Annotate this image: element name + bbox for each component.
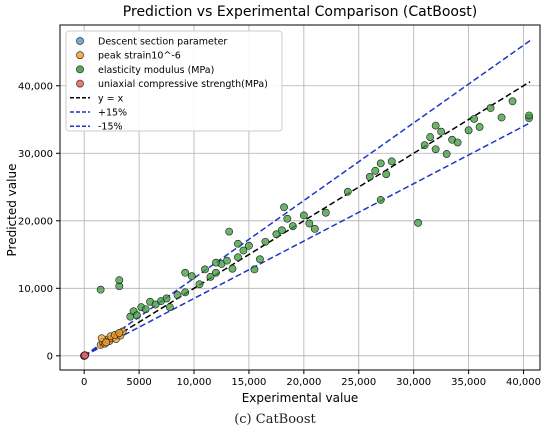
data-point <box>299 211 308 220</box>
reference-line <box>83 81 531 357</box>
data-point <box>115 276 124 285</box>
figure-caption: (c) CatBoost <box>234 412 316 427</box>
data-point <box>321 208 330 217</box>
x-tick-label: 25,000 <box>341 377 376 388</box>
data-point <box>426 133 435 141</box>
y-tick-label: 40,000 <box>18 81 53 92</box>
data-point <box>371 166 380 175</box>
data-point <box>365 173 374 181</box>
legend-label: uniaxial compressive strength(MPa) <box>98 79 268 90</box>
data-point <box>453 138 462 147</box>
grid-layer <box>60 25 540 370</box>
data-point <box>376 195 385 204</box>
data-point <box>234 253 242 262</box>
legend-label: -15% <box>98 122 123 133</box>
data-point <box>525 111 533 120</box>
data-point <box>181 288 190 297</box>
data-point <box>250 265 259 274</box>
data-point <box>272 230 281 239</box>
x-tick-label: 30,000 <box>396 377 431 388</box>
tick-layer: 0 5000 10,000 15,000 20,000 25,000 30,000 35,00… <box>18 81 541 388</box>
data-point <box>508 97 517 106</box>
data-point <box>96 285 105 294</box>
data-point <box>497 113 506 122</box>
x-tick-label: 10,000 <box>177 377 212 388</box>
data-point <box>212 258 220 267</box>
legend-label: peak strain10^-6 <box>98 51 181 62</box>
data-point <box>228 264 237 273</box>
data-point <box>310 224 319 233</box>
x-tick-label: 35,000 <box>451 377 486 388</box>
data-point <box>261 237 270 246</box>
x-axis-label: Experimental value <box>242 391 359 405</box>
legend-label: elasticity modulus (MPa) <box>98 65 214 76</box>
legend-label: +15% <box>98 108 127 119</box>
data-point <box>343 187 352 196</box>
data-point <box>420 141 429 150</box>
data-point <box>187 272 196 281</box>
chart-title: Prediction vs Experimental Comparison (C… <box>123 4 477 20</box>
x-tick-label: 15,000 <box>231 377 266 388</box>
data-point <box>414 218 422 227</box>
x-tick-label: 0 <box>81 377 87 388</box>
y-tick-label: 10,000 <box>18 284 53 295</box>
data-point <box>245 241 253 250</box>
data-point <box>475 123 484 131</box>
data-point <box>80 351 89 360</box>
data-point <box>437 127 446 136</box>
x-tick-label: 20,000 <box>286 377 321 388</box>
data-point <box>288 222 297 231</box>
data-point <box>225 227 234 236</box>
data-point <box>256 255 264 264</box>
data-point <box>195 280 204 289</box>
x-tick-label: 40,000 <box>506 377 541 388</box>
data-point <box>239 246 248 255</box>
y-tick-label: 20,000 <box>18 216 53 227</box>
legend-label: Descent section parameter <box>98 37 227 48</box>
data-point <box>201 265 209 274</box>
legend-label: y = x <box>98 93 124 104</box>
data-point <box>212 268 220 277</box>
data-point <box>162 294 171 303</box>
legend-marker <box>76 51 84 60</box>
data-point <box>280 203 288 212</box>
data-point <box>305 219 314 228</box>
data-point <box>470 114 478 123</box>
data-point <box>234 239 242 248</box>
data-point <box>181 268 190 277</box>
legend-marker <box>76 37 84 45</box>
data-point <box>141 305 150 314</box>
data-point <box>173 291 182 299</box>
data-point <box>115 328 124 337</box>
legend: Descent section parameter peak strain10^-… <box>65 30 283 133</box>
reference-line <box>83 122 531 357</box>
data-point <box>102 338 111 347</box>
legend-marker <box>76 65 84 74</box>
data-point <box>283 214 292 223</box>
data-point <box>206 272 215 281</box>
y-axis-label: Predicted value <box>5 164 19 257</box>
data-point <box>132 311 141 320</box>
data-point <box>431 145 440 154</box>
y-tick-label: 30,000 <box>18 149 53 160</box>
data-point <box>464 126 473 135</box>
legend-marker <box>76 79 84 88</box>
data-point <box>442 150 451 158</box>
data-point <box>277 226 286 235</box>
data-point <box>165 303 174 312</box>
x-tick-label: 5000 <box>126 377 151 388</box>
y-tick-label: 0 <box>47 351 53 362</box>
data-point <box>387 157 396 166</box>
legend-box <box>65 30 283 132</box>
data-point <box>431 121 440 130</box>
data-point <box>382 170 391 179</box>
point-layer <box>80 97 533 360</box>
chart: Prediction vs Experimental Comparison (C… <box>5 4 541 405</box>
data-point <box>376 159 385 168</box>
data-point <box>223 256 231 265</box>
plot-frame <box>59 24 541 371</box>
data-point <box>486 104 495 112</box>
